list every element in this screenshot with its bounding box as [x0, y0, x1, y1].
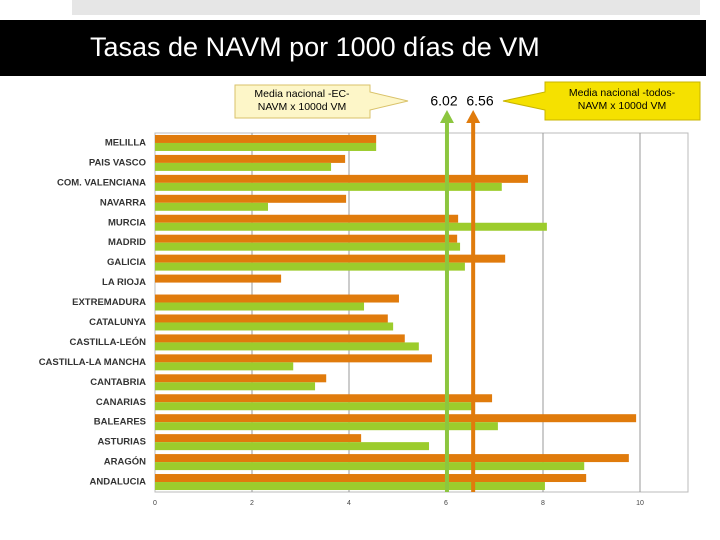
bar	[155, 474, 587, 483]
plot-area	[154, 132, 689, 493]
reference-label: 6.56	[466, 93, 493, 109]
bar	[155, 134, 377, 143]
annotation: NAVM x 1000d VM	[258, 101, 347, 113]
bar	[155, 394, 493, 403]
bar	[155, 154, 346, 163]
bar	[155, 482, 545, 491]
bar	[155, 302, 365, 311]
bar	[155, 202, 269, 211]
annotation: Media nacional -todos-	[569, 87, 676, 99]
annotation: Media nacional -EC-	[254, 88, 350, 100]
bar	[155, 422, 498, 431]
y-tick-label: EXTREMADURA	[72, 297, 146, 308]
bar	[155, 174, 528, 183]
bar	[155, 434, 362, 443]
callout-ec	[234, 84, 409, 119]
callout-todos	[502, 81, 701, 121]
y-tick-label: MADRID	[108, 237, 146, 248]
reference-arrowhead	[439, 110, 454, 123]
x-tick-label: 2	[250, 500, 254, 507]
y-tick-label: BALEARES	[94, 417, 146, 428]
y-tick-label: CANTABRIA	[90, 377, 146, 388]
bar	[155, 194, 347, 203]
bar	[155, 454, 629, 463]
y-tick-label: CANARIAS	[96, 397, 146, 408]
bar	[155, 274, 282, 283]
top-strip	[72, 0, 700, 15]
y-tick-label: CASTILLA-LEÓN	[69, 336, 146, 348]
bar	[155, 222, 547, 231]
chart-title: Tasas de NAVM por 1000 días de VM	[90, 32, 540, 62]
y-tick-label: NAVARRA	[100, 197, 146, 208]
bar	[155, 402, 476, 411]
y-tick-label: PAIS VASCO	[89, 157, 146, 168]
bar	[155, 262, 465, 271]
y-tick-label: ASTURIAS	[97, 437, 146, 448]
x-tick-label: 4	[347, 500, 351, 507]
x-tick-label: 8	[541, 500, 545, 507]
x-tick-label: 0	[153, 500, 157, 507]
bar	[155, 414, 637, 423]
bar	[155, 354, 432, 363]
bar	[155, 334, 405, 343]
x-tick-label: 10	[636, 500, 644, 507]
y-tick-label: COM. VALENCIANA	[57, 177, 146, 188]
bar	[155, 142, 377, 151]
bar	[155, 254, 506, 263]
reference-arrowhead	[466, 110, 481, 123]
y-tick-label: ANDALUCIA	[90, 477, 147, 488]
bar	[155, 234, 458, 243]
y-tick-label: ARAGÓN	[104, 456, 146, 468]
bar	[155, 442, 430, 451]
bar	[155, 374, 327, 383]
bar	[155, 362, 294, 371]
y-tick-label: MELILLA	[105, 137, 146, 148]
bar	[155, 214, 459, 223]
annotation: NAVM x 1000d VM	[578, 100, 667, 112]
bar	[155, 162, 332, 171]
bar	[155, 294, 399, 303]
title-bar	[0, 20, 706, 76]
x-tick-label: 6	[444, 500, 448, 507]
y-tick-label: MURCIA	[108, 217, 146, 228]
bar	[155, 322, 394, 331]
bar	[155, 242, 461, 251]
bar	[155, 314, 388, 323]
bar	[155, 182, 502, 191]
y-tick-label: CASTILLA-LA MANCHA	[39, 357, 146, 368]
reference-label: 6.02	[430, 93, 457, 109]
bar	[155, 342, 419, 351]
bar	[155, 462, 585, 471]
y-tick-label: CATALUNYA	[89, 317, 146, 328]
y-tick-label: GALICIA	[107, 257, 146, 268]
bar	[155, 382, 316, 391]
y-tick-label: LA RIOJA	[102, 277, 146, 288]
